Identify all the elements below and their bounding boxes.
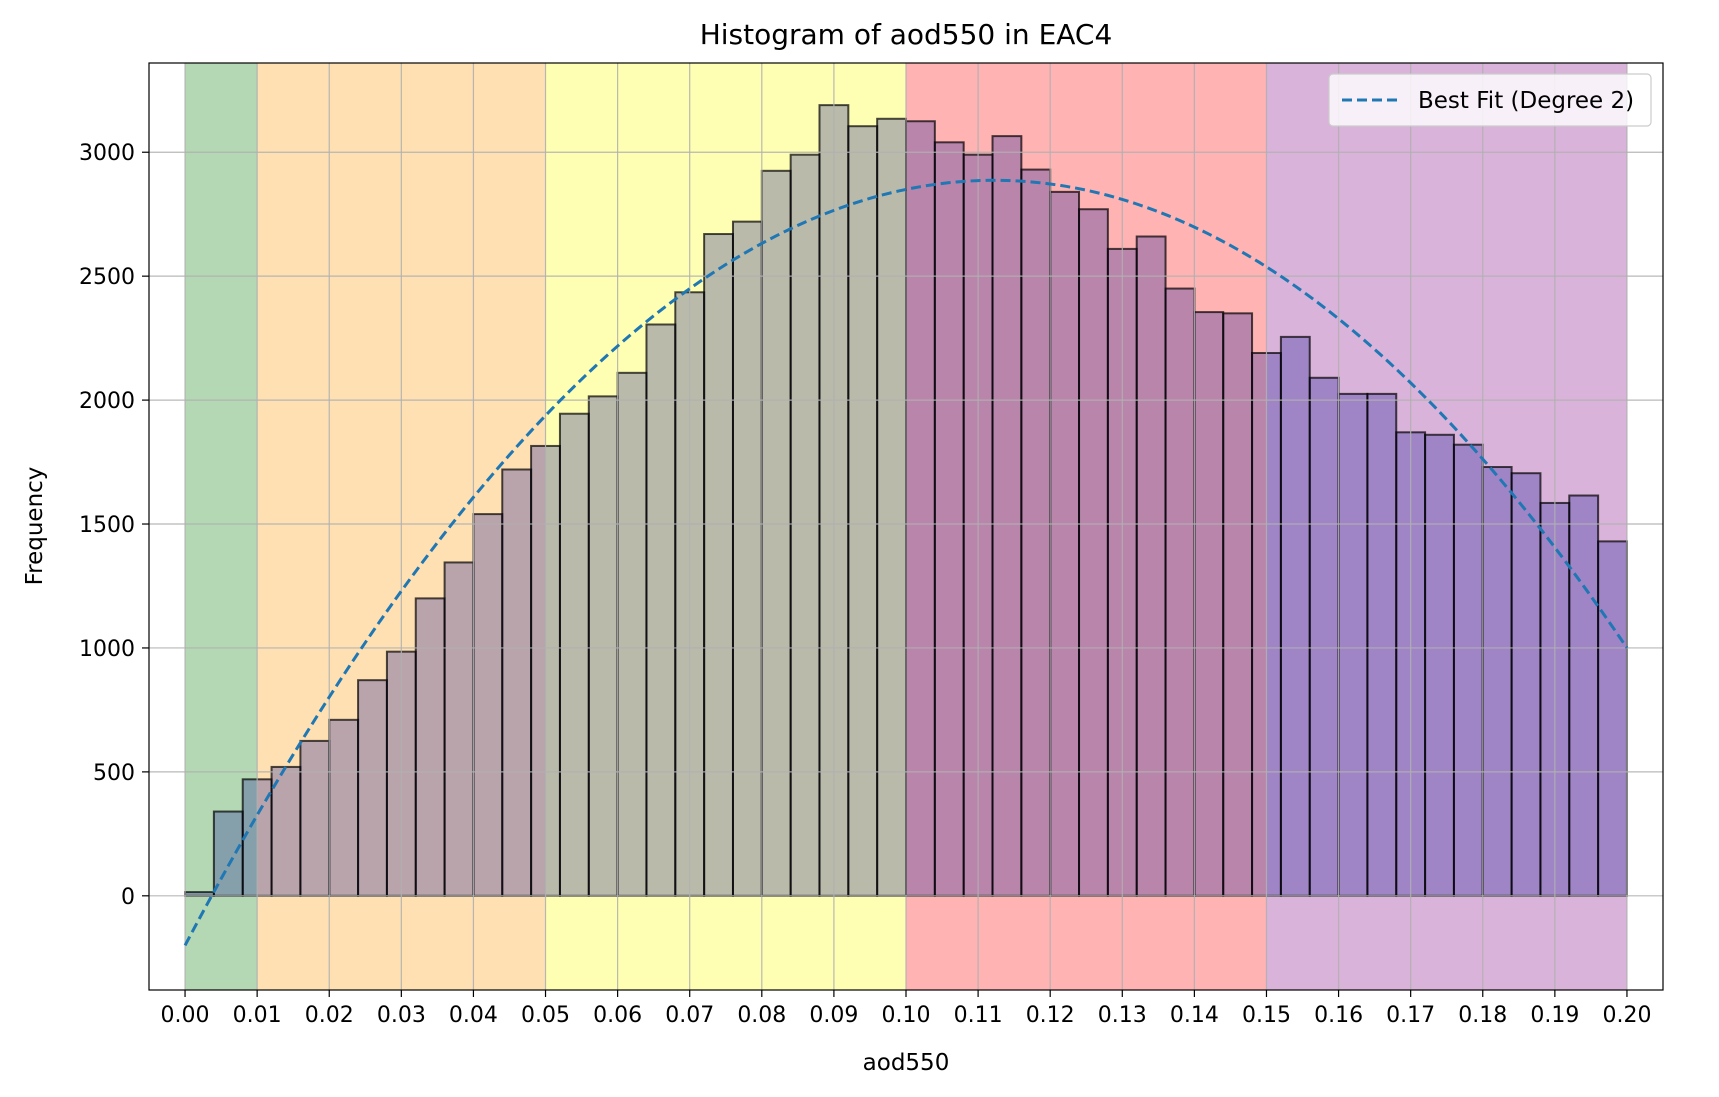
y-tick-label: 500 — [93, 761, 135, 786]
histogram-bar — [1020, 168, 1052, 897]
histogram-bar — [587, 395, 619, 897]
histogram-bar — [1337, 392, 1369, 897]
histogram-bar — [1481, 466, 1513, 897]
x-tick-label: 0.15 — [1242, 1003, 1291, 1028]
histogram-bar — [991, 135, 1023, 897]
range-band — [906, 63, 1267, 990]
y-tick-label: 3000 — [79, 141, 135, 166]
histogram-bar — [1279, 335, 1311, 897]
x-tick-label: 0.04 — [449, 1003, 498, 1028]
chart-title: Histogram of aod550 in EAC4 — [700, 18, 1113, 51]
histogram-bar — [1424, 433, 1455, 897]
x-tick-label: 0.06 — [593, 1003, 642, 1028]
axis-ticks: 0.00 0.01 0.02 0.03 0.04 0.05 0.06 0.07 0.08 0.09… — [79, 141, 1651, 1028]
histogram-bar — [270, 765, 302, 897]
histogram-bar — [1049, 190, 1081, 897]
x-tick-label: 0.13 — [1098, 1003, 1147, 1028]
histogram-bar — [1568, 494, 1600, 897]
histogram-bar — [760, 169, 792, 897]
legend: Best Fit (Degree 2) — [1328, 73, 1652, 127]
histogram-bar — [645, 323, 677, 897]
y-tick-label: 2000 — [79, 389, 135, 414]
histogram-bar — [472, 513, 504, 897]
range-band — [1266, 63, 1627, 990]
histogram-bar — [1510, 472, 1542, 897]
histogram-bar — [1366, 392, 1398, 897]
histogram-bar — [414, 597, 446, 897]
histogram-bar — [299, 739, 331, 897]
x-tick-label: 0.12 — [1026, 1003, 1075, 1028]
y-tick-label: 0 — [121, 885, 135, 910]
x-tick-label: 0.00 — [161, 1003, 210, 1028]
x-tick-label: 0.14 — [1170, 1003, 1219, 1028]
histogram-bar — [905, 120, 936, 897]
histogram-bar — [731, 220, 763, 897]
x-tick-label: 0.16 — [1314, 1003, 1363, 1028]
histogram-bar — [212, 810, 244, 897]
x-tick-label: 0.05 — [521, 1003, 570, 1028]
plot-area — [149, 63, 1663, 990]
x-tick-label: 0.17 — [1386, 1003, 1435, 1028]
x-tick-label: 0.18 — [1458, 1003, 1507, 1028]
histogram-bar — [847, 125, 879, 897]
x-tick-label: 0.01 — [233, 1003, 282, 1028]
histogram-bar — [616, 371, 648, 897]
x-tick-label: 0.07 — [665, 1003, 714, 1028]
x-tick-label: 0.11 — [954, 1003, 1003, 1028]
histogram-bar — [789, 153, 821, 897]
x-tick-label: 0.10 — [882, 1003, 931, 1028]
histogram-bar — [1135, 235, 1167, 897]
y-axis-label: Frequency — [22, 467, 48, 586]
y-tick-label: 2500 — [79, 265, 135, 290]
x-tick-label: 0.20 — [1602, 1003, 1651, 1028]
histogram-bar — [703, 233, 734, 897]
histogram-bar — [933, 141, 965, 897]
y-tick-label: 1000 — [79, 637, 135, 662]
y-tick-label: 1500 — [79, 513, 135, 538]
legend-fit-label: Best Fit (Degree 2) — [1418, 88, 1634, 114]
x-tick-label: 0.19 — [1530, 1003, 1579, 1028]
histogram-bar — [1308, 376, 1340, 897]
histogram-bar — [1222, 312, 1254, 897]
histogram-bar — [1078, 208, 1109, 897]
x-tick-label: 0.09 — [809, 1003, 858, 1028]
x-tick-label: 0.03 — [377, 1003, 426, 1028]
histogram-bar — [328, 718, 360, 897]
histogram-bar — [1164, 287, 1196, 897]
histogram-bar — [1597, 540, 1628, 897]
histogram-bar — [1452, 443, 1484, 897]
x-tick-label: 0.02 — [305, 1003, 354, 1028]
histogram-bar — [443, 561, 475, 897]
best-fit-curve — [183, 178, 1629, 947]
histogram-bar — [501, 468, 533, 897]
histogram-bar — [357, 679, 388, 897]
range-band — [545, 63, 906, 990]
x-axis-label: aod550 — [863, 1050, 950, 1076]
legend-box — [1328, 73, 1652, 127]
histogram-bar — [876, 117, 908, 897]
histogram-bar — [558, 412, 590, 897]
x-tick-label: 0.08 — [737, 1003, 786, 1028]
